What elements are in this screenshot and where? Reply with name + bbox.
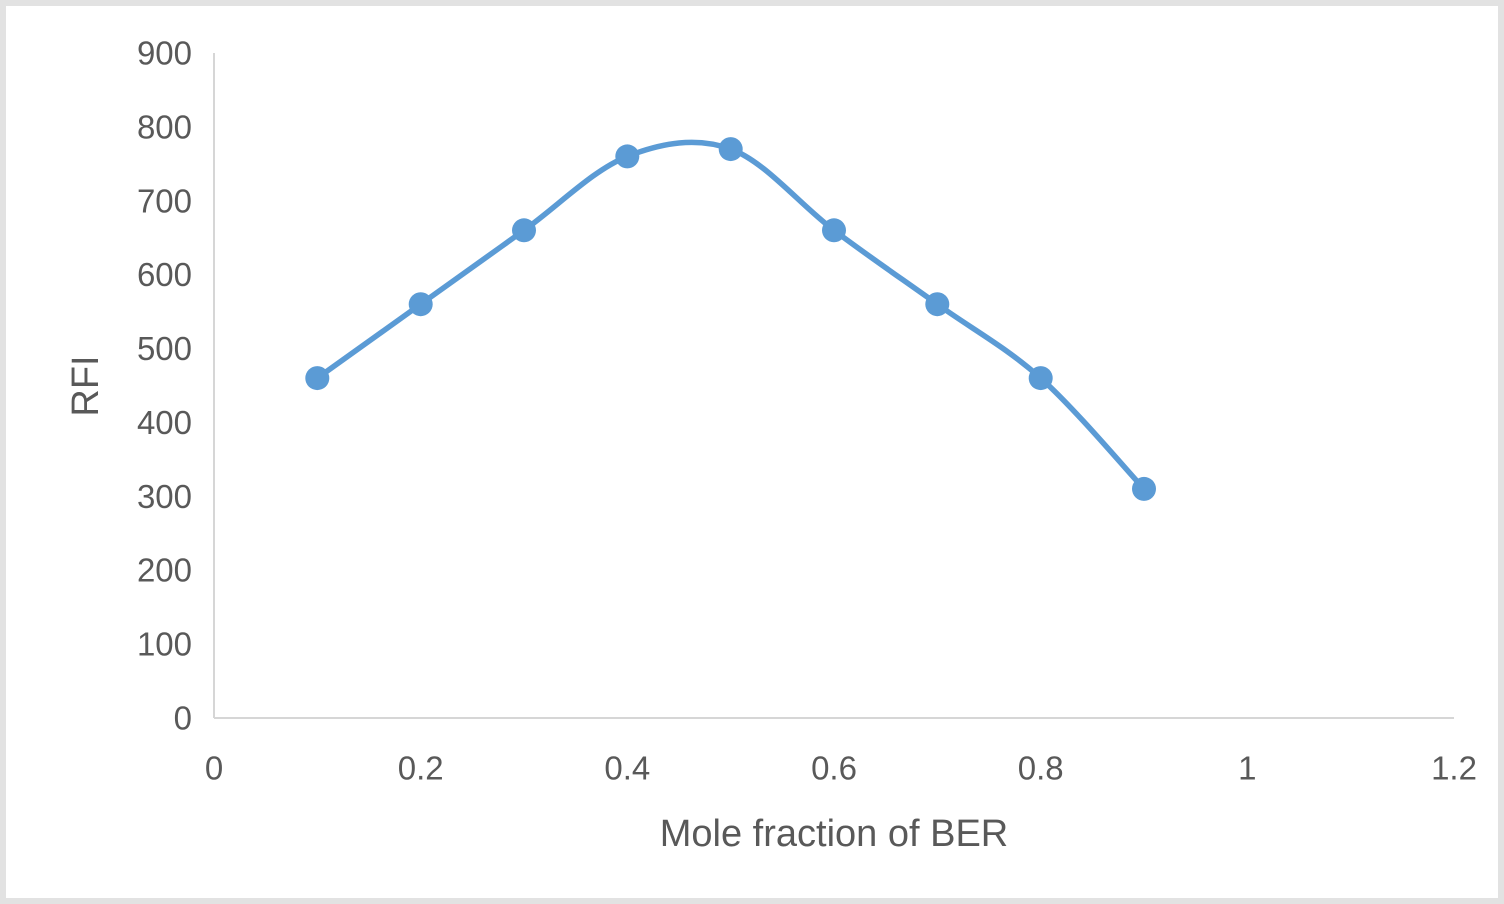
data-point-marker [718, 137, 743, 162]
data-point-marker [822, 218, 846, 243]
x-tick-label: 0.8 [1018, 750, 1064, 787]
x-tick-label: 1 [1238, 750, 1256, 787]
data-point-marker [1132, 476, 1156, 501]
y-axis-tick-labels: 0 100 200 300 400 500 600 700 800 900 [137, 35, 192, 737]
x-tick-label: 0 [205, 750, 223, 787]
x-tick-label: 0.6 [811, 750, 857, 787]
y-tick-label: 500 [137, 330, 192, 367]
y-tick-label: 600 [137, 256, 192, 293]
x-tick-label: 0.2 [398, 750, 444, 787]
y-tick-label: 900 [137, 35, 192, 72]
y-tick-label: 200 [137, 552, 192, 589]
series-markers [305, 137, 1156, 501]
data-point-marker [512, 218, 536, 243]
data-point-marker [305, 366, 330, 391]
y-tick-label: 100 [137, 626, 192, 663]
y-tick-label: 700 [137, 182, 192, 219]
data-point-marker [1028, 366, 1053, 391]
y-tick-label: 300 [137, 478, 192, 515]
series-line [314, 139, 1147, 492]
x-tick-label: 0.4 [604, 750, 650, 787]
x-axis-title: Mole fraction of BER [660, 813, 1008, 855]
data-point-marker [615, 144, 640, 169]
y-axis-title: RFI [65, 355, 107, 416]
y-tick-label: 0 [174, 700, 192, 737]
y-tick-label: 400 [137, 404, 192, 441]
x-tick-label: 1.2 [1431, 750, 1477, 787]
axes [213, 53, 1454, 719]
data-point-marker [925, 292, 950, 317]
y-tick-label: 800 [137, 108, 192, 145]
x-axis-tick-labels: 0 0.2 0.4 0.6 0.8 1 1.2 [205, 750, 1477, 787]
data-point-marker [408, 292, 433, 317]
